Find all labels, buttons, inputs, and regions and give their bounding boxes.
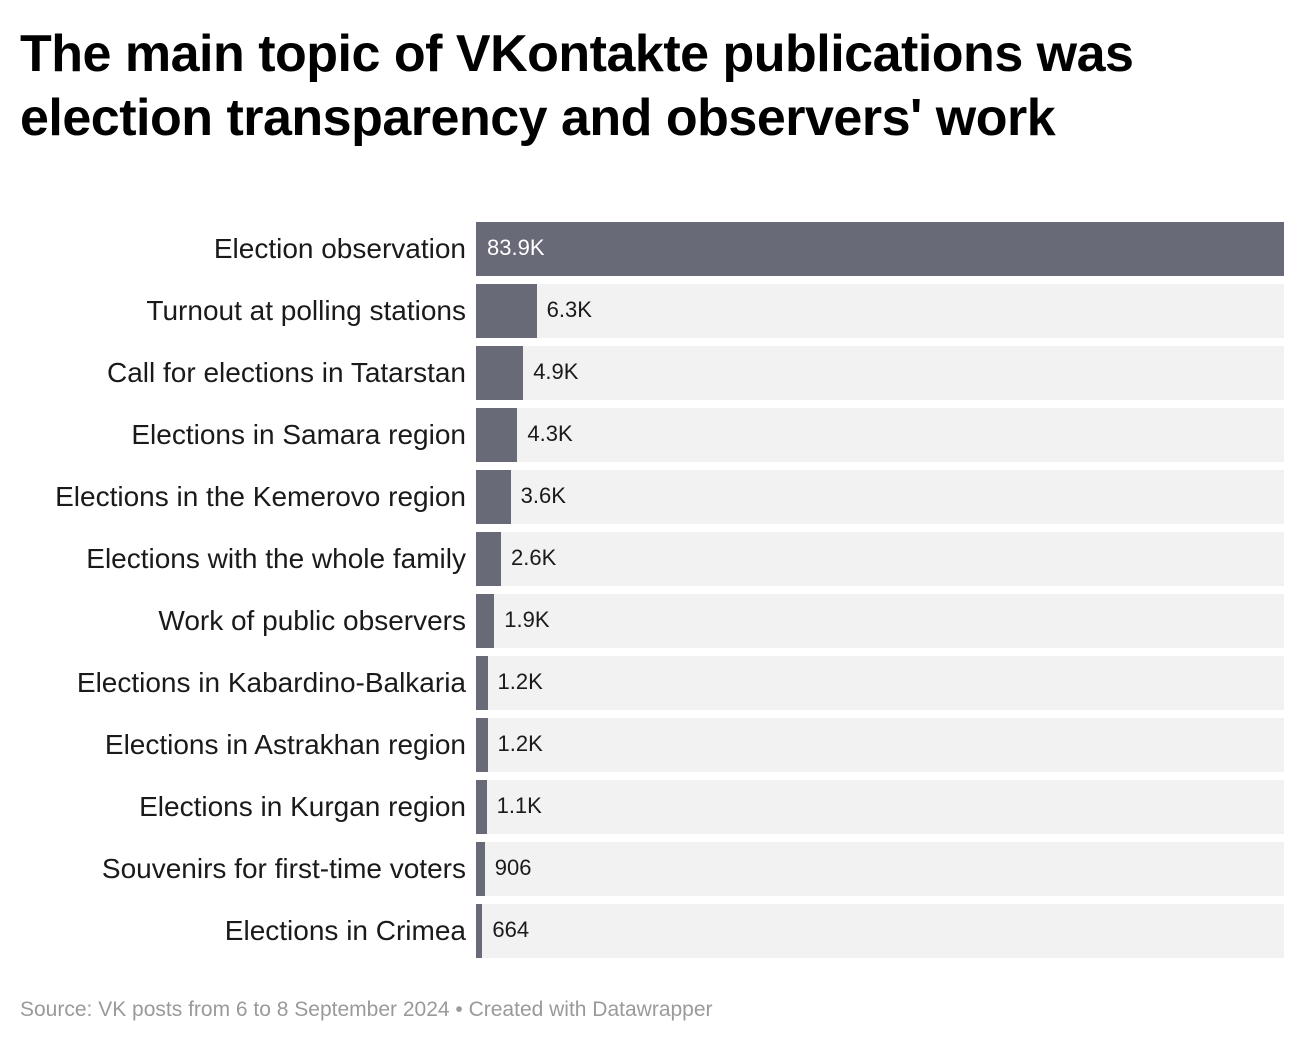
bar bbox=[476, 842, 485, 896]
bar-track: 4.3K bbox=[476, 408, 1284, 462]
category-label: Elections with the whole family bbox=[86, 543, 466, 574]
bar-track: 664 bbox=[476, 904, 1284, 958]
value-label: 3.6K bbox=[520, 483, 566, 508]
bar bbox=[476, 346, 524, 400]
value-label: 1.1K bbox=[496, 793, 542, 818]
bar-chart: Election observation 83.9K Turnout at poll… bbox=[0, 222, 1306, 962]
bar-row: Elections in Kurgan region 1.1K bbox=[0, 780, 1306, 834]
bar-track: 2.6K bbox=[476, 532, 1284, 586]
category-label: Election observation bbox=[213, 233, 466, 264]
bar-row: Work of public observers 1.9K bbox=[0, 594, 1306, 648]
bar-track: 6.3K bbox=[476, 284, 1284, 338]
value-label: 83.9K bbox=[487, 235, 545, 260]
category-label: Call for elections in Tatarstan bbox=[107, 357, 466, 388]
bar-track: 1.9K bbox=[476, 594, 1284, 648]
value-label: 1.2K bbox=[497, 669, 543, 694]
chart-title: The main topic of VKontakte publications… bbox=[20, 25, 1134, 147]
bar-row: Turnout at polling stations 6.3K bbox=[0, 284, 1306, 338]
category-label: Elections in Astrakhan region bbox=[104, 729, 466, 760]
bar-track: 83.9K bbox=[476, 222, 1284, 276]
value-label: 6.3K bbox=[546, 297, 592, 322]
bar bbox=[476, 408, 518, 462]
value-label: 1.9K bbox=[504, 607, 550, 632]
bar-track: 4.9K bbox=[476, 346, 1284, 400]
value-label: 906 bbox=[494, 855, 532, 880]
bar-row: Election observation 83.9K bbox=[0, 222, 1306, 276]
bar bbox=[476, 904, 483, 958]
bar-track: 906 bbox=[476, 842, 1284, 896]
bar-row: Elections in the Kemerovo region 3.6K bbox=[0, 470, 1306, 524]
bar-row: Elections in Samara region 4.3K bbox=[0, 408, 1306, 462]
bar bbox=[476, 284, 537, 338]
value-label: 2.6K bbox=[511, 545, 557, 570]
bar-row: Elections in Astrakhan region 1.2K bbox=[0, 718, 1306, 772]
value-label: 4.9K bbox=[533, 359, 579, 384]
bar bbox=[476, 470, 511, 524]
value-label: 4.3K bbox=[527, 421, 573, 446]
category-label: Elections in Samara region bbox=[131, 419, 466, 450]
value-label: 664 bbox=[492, 917, 530, 942]
bar-track: 1.1K bbox=[476, 780, 1284, 834]
category-label: Work of public observers bbox=[158, 605, 466, 636]
category-label: Souvenirs for first-time voters bbox=[101, 853, 466, 884]
bar bbox=[476, 532, 502, 586]
bar-track: 1.2K bbox=[476, 656, 1284, 710]
bar-track: 3.6K bbox=[476, 470, 1284, 524]
bar-row: Call for elections in Tatarstan 4.9K bbox=[0, 346, 1306, 400]
bar-row: Souvenirs for first-time voters 906 bbox=[0, 842, 1306, 896]
bar-row: Elections with the whole family 2.6K bbox=[0, 532, 1306, 586]
bar bbox=[476, 718, 488, 772]
bar bbox=[476, 594, 495, 648]
bar bbox=[476, 656, 488, 710]
category-label: Elections in Kabardino-Balkaria bbox=[76, 667, 466, 698]
bar bbox=[476, 222, 1284, 276]
category-label: Elections in the Kemerovo region bbox=[55, 481, 466, 512]
bar bbox=[476, 780, 487, 834]
category-label: Elections in Crimea bbox=[224, 915, 466, 946]
bar-row: Elections in Kabardino-Balkaria 1.2K bbox=[0, 656, 1306, 710]
bar-row: Elections in Crimea 664 bbox=[0, 904, 1306, 958]
value-label: 1.2K bbox=[497, 731, 543, 756]
category-label: Elections in Kurgan region bbox=[139, 791, 466, 822]
category-label: Turnout at polling stations bbox=[146, 295, 466, 326]
bar-track: 1.2K bbox=[476, 718, 1284, 772]
source-note: Source: VK posts from 6 to 8 September 2… bbox=[20, 998, 713, 1021]
